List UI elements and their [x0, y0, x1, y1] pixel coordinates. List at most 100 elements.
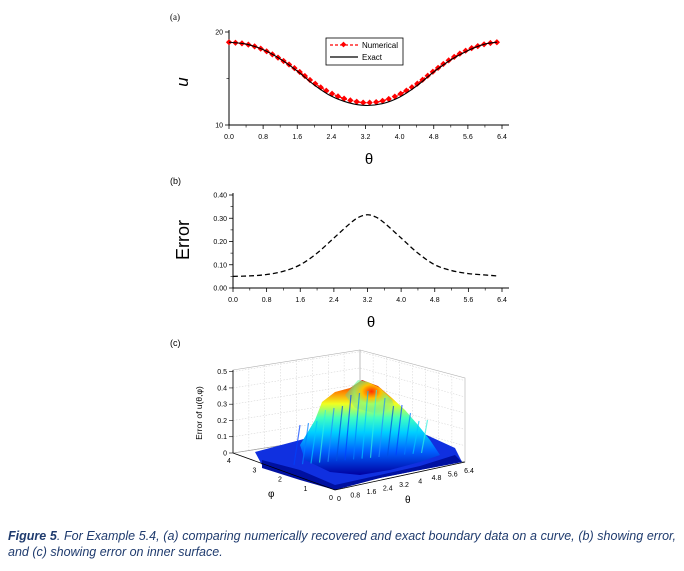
panel-c-phi-ticks: 0 1 2 3 4 — [227, 458, 333, 502]
panel-c-z-ticks: 0 0.1 0.2 0.3 0.4 0.5 — [217, 369, 233, 458]
panel-a: (a) 0.0 0.8 1.6 2.4 3.2 4.0 4.8 5.6 6.4 10 20 θ u… — [170, 12, 509, 168]
surface-ridge — [335, 405, 344, 462]
x-tick-label: 4.8 — [430, 297, 440, 304]
x-tick-label: 1.6 — [295, 297, 305, 304]
x-tick-label: 1.6 — [292, 134, 302, 141]
phi-tick-label: 2 — [278, 477, 282, 484]
x-tick-label: 3.2 — [361, 134, 371, 141]
grid-line-z — [232, 400, 466, 430]
x-tick-label: 0.0 — [228, 297, 238, 304]
surface-ridge — [378, 397, 386, 458]
z-tick-label: 0.4 — [217, 385, 227, 392]
theta-tick-label: 5.6 — [448, 472, 458, 479]
panel-c-theta-ticks: 0 0.8 1.6 2.4 3.2 4 4.8 5.6 6.4 — [337, 468, 474, 503]
panel-b-x-label: θ — [367, 314, 375, 331]
x-tick-label: 3.2 — [363, 297, 373, 304]
theta-tick-label: 2.4 — [383, 486, 393, 493]
caption-text: . For Example 5.4, (a) comparing numeric… — [8, 529, 677, 559]
panel-c: (c) 0 0.1 0.2 0.3 0.4 0.5 Error of u(θ,φ) 0 1 2… — [170, 338, 474, 506]
phi-tick-label: 3 — [253, 467, 257, 474]
surface-ridge — [293, 424, 301, 466]
theta-tick-label: 6.4 — [464, 468, 474, 475]
caption-label: Figure 5 — [8, 529, 57, 543]
panel-a-x-label: θ — [365, 151, 373, 168]
surface-ridge — [344, 394, 352, 461]
y-tick-label: 0.30 — [213, 216, 227, 223]
surface-ridge — [327, 407, 335, 462]
y-tick-label: 10 — [215, 123, 223, 130]
panel-b-y-label: Error — [173, 220, 193, 260]
figure-caption: Figure 5. For Example 5.4, (a) comparing… — [8, 528, 676, 560]
phi-tick-label: 0 — [329, 495, 333, 502]
z-tick-label: 0.2 — [217, 418, 227, 425]
x-tick-label: 4.0 — [396, 297, 406, 304]
surface-ridge — [369, 389, 378, 458]
z-tick-label: 0.3 — [217, 402, 227, 409]
surface-ridge — [420, 419, 429, 454]
surface-ridge — [395, 404, 403, 456]
x-tick-label: 0.0 — [224, 134, 234, 141]
panel-c-z-label: Error of u(θ,φ) — [194, 386, 204, 440]
surface-ridges — [293, 389, 429, 466]
x-tick-label: 5.6 — [464, 297, 474, 304]
panel-c-surface — [255, 380, 462, 490]
panel-c-theta-axis — [334, 461, 466, 491]
panel-b-y-ticks: 0.00 0.10 0.20 0.30 0.40 — [213, 193, 233, 293]
panel-c-phi-axis — [232, 452, 336, 491]
y-tick-label: 0.40 — [213, 193, 227, 200]
x-tick-label: 6.4 — [497, 134, 507, 141]
x-tick-label: 5.6 — [463, 134, 473, 141]
panel-c-label: (c) — [170, 338, 181, 348]
legend-box — [325, 37, 404, 66]
legend-exact-label: Exact — [362, 53, 383, 62]
panel-b-series — [232, 214, 498, 278]
z-tick-label: 0.1 — [217, 434, 227, 441]
panel-a-legend: Numerical Exact — [325, 37, 404, 66]
panel-c-grid — [232, 351, 466, 459]
legend-numerical-label: Numerical — [362, 41, 398, 50]
series-line-1 — [228, 41, 497, 107]
grid-line-z — [232, 383, 466, 414]
theta-tick-label: 3.2 — [399, 482, 409, 489]
panel-a-x-ticks: 0.0 0.8 1.6 2.4 3.2 4.0 4.8 5.6 6.4 — [224, 125, 507, 141]
panel-c-theta-label: θ — [405, 495, 411, 506]
surface-ridge — [412, 420, 420, 454]
phi-tick-label: 4 — [227, 458, 231, 465]
x-tick-label: 0.8 — [258, 134, 268, 141]
surface-ridge — [352, 392, 361, 460]
series-line-0 — [232, 214, 498, 278]
x-tick-label: 2.4 — [329, 297, 339, 304]
theta-tick-label: 1.6 — [367, 489, 377, 496]
x-tick-label: 0.8 — [262, 297, 272, 304]
grid-line-z — [232, 351, 466, 381]
theta-tick-label: 0.8 — [350, 493, 360, 500]
phi-tick-label: 1 — [304, 486, 308, 493]
y-tick-label: 0.20 — [213, 239, 227, 246]
panel-a-y-label: u — [173, 77, 192, 87]
surface-ridge — [361, 390, 369, 459]
panel-a-y-ticks: 10 20 — [215, 30, 229, 130]
surface-ridge — [310, 420, 318, 464]
x-tick-label: 6.4 — [497, 297, 507, 304]
surface-ridge — [386, 405, 395, 457]
surface-ridge — [318, 409, 327, 463]
theta-tick-label: 0 — [337, 496, 341, 503]
y-tick-label: 20 — [215, 30, 223, 37]
theta-tick-label: 4.8 — [432, 475, 442, 482]
panel-a-label: (a) — [170, 12, 180, 22]
panel-b-x-ticks: 0.0 0.8 1.6 2.4 3.2 4.0 4.8 5.6 6.4 — [228, 288, 507, 304]
z-tick-label: 0 — [223, 451, 227, 458]
surface-ridge — [403, 412, 412, 455]
panel-c-phi-label: φ — [268, 489, 275, 500]
panel-b-label: (b) — [170, 176, 181, 186]
grid-line-z — [232, 416, 466, 446]
y-tick-label: 0.00 — [213, 286, 227, 293]
x-tick-label: 2.4 — [327, 134, 337, 141]
surface-ridge — [301, 422, 310, 465]
theta-tick-label: 4 — [418, 479, 422, 486]
x-tick-label: 4.8 — [429, 134, 439, 141]
x-tick-label: 4.0 — [395, 134, 405, 141]
grid-line-z — [232, 367, 466, 398]
panel-b: (b) 0.0 0.8 1.6 2.4 3.2 4.0 4.8 5.6 6.4 0.00 0.10… — [170, 176, 509, 331]
